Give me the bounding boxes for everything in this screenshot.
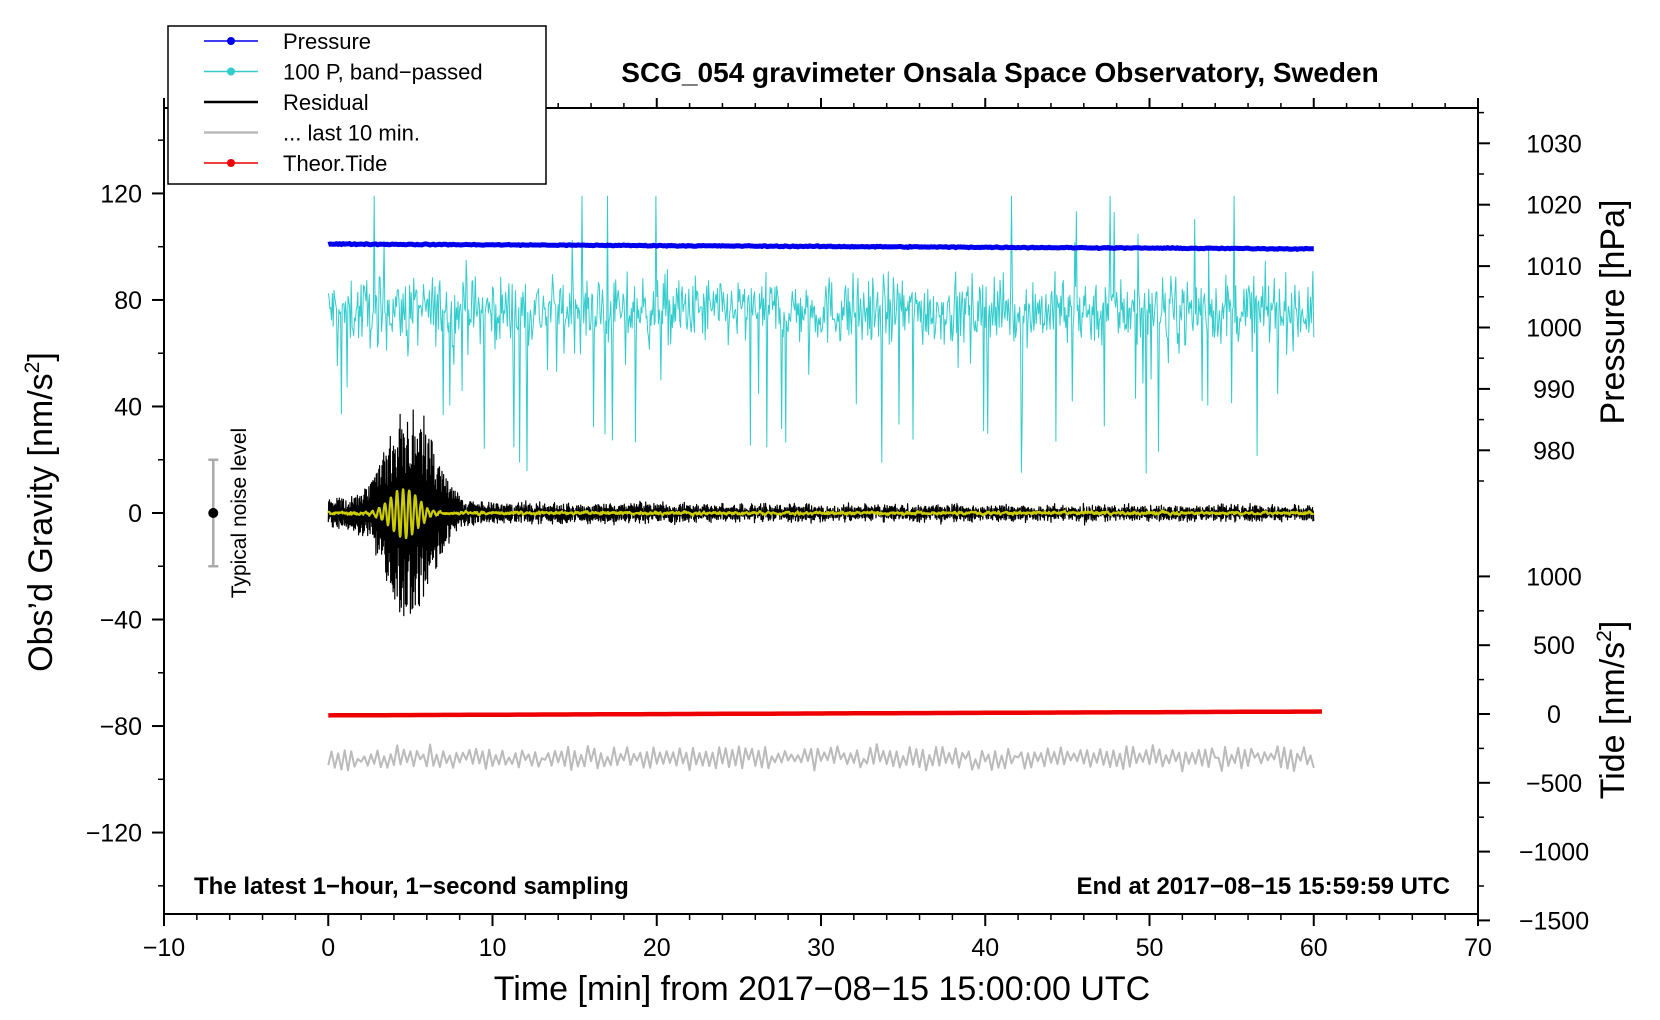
y-tick-label-pressure: 1010	[1526, 253, 1582, 281]
y-tick-label-left: 0	[128, 500, 142, 528]
y-tick-label-tide: 500	[1533, 632, 1575, 660]
y-tick-label-tide: 1000	[1526, 563, 1582, 591]
x-tick-label: 30	[807, 934, 835, 962]
y-tick-label-left: 120	[100, 180, 142, 208]
legend-marker	[227, 37, 235, 45]
series-layer	[327, 195, 1323, 773]
legend-marker	[227, 159, 235, 167]
legend-box	[167, 25, 547, 185]
y-tick-label-pressure: 980	[1533, 437, 1575, 465]
y-tick-label-left: 40	[114, 393, 142, 421]
y-tick-label-pressure: 1030	[1526, 130, 1582, 158]
legend-label: Residual	[283, 90, 369, 115]
y-tick-label-tide: −500	[1526, 770, 1582, 798]
x-tick-label: 0	[321, 934, 335, 962]
y-axis-title-left: Obs’d Gravity [nm/s2]	[21, 352, 60, 672]
x-tick-label: 20	[643, 934, 671, 962]
series-residual-smoothed	[327, 488, 1315, 540]
noise-level-label: Typical noise level	[228, 428, 251, 598]
y-tick-label-pressure: 1000	[1526, 315, 1582, 343]
x-tick-label: 10	[479, 934, 507, 962]
end-time-note: End at 2017−08−15 15:59:59 UTC	[1076, 873, 1450, 900]
y-tick-label-left: −120	[86, 820, 142, 848]
y-tick-label-tide: −1500	[1519, 907, 1589, 935]
x-tick-label: 40	[971, 934, 999, 962]
series-theoretical-tide	[328, 709, 1323, 718]
y-tick-label-pressure: 990	[1533, 376, 1575, 404]
sampling-note: The latest 1−hour, 1−second sampling	[194, 873, 629, 900]
y-axis-title-tide: Tide [nm/s2]	[1593, 621, 1632, 800]
series-pressure	[327, 241, 1315, 252]
y-tick-label-left: −80	[100, 713, 142, 741]
legend-label: ... last 10 min.	[283, 121, 420, 146]
legend-marker	[227, 67, 235, 76]
y-tick-label-tide: 0	[1547, 701, 1561, 729]
y-tick-label-pressure: 1020	[1526, 192, 1582, 220]
x-tick-label: 70	[1464, 934, 1492, 962]
x-tick-label: 50	[1136, 934, 1164, 962]
noise-level-marker: Typical noise level	[208, 428, 251, 598]
x-axis-title: Time [min] from 2017−08−15 15:00:00 UTC	[494, 970, 1150, 1008]
series-last-10-min	[327, 743, 1315, 773]
y-axis-title-pressure: Pressure [hPa]	[1594, 200, 1632, 425]
x-tick-label: −10	[143, 934, 185, 962]
y-tick-label-left: −40	[100, 607, 142, 635]
x-tick-label: 60	[1300, 934, 1328, 962]
chart-title: SCG_054 gravimeter Onsala Space Observat…	[621, 57, 1378, 88]
legend-label: 100 P, band−passed	[283, 60, 483, 85]
axis-ticks: −10 0 10 20 30 40 50 60 7012080400−40−80−1201030…	[86, 98, 1589, 962]
y-tick-label-tide: −1000	[1519, 839, 1589, 867]
legend-label: Pressure	[283, 29, 371, 54]
noise-level-dot	[208, 508, 219, 518]
legend-label: Theor.Tide	[283, 151, 387, 176]
series-pressure-bandpassed	[327, 195, 1315, 474]
legend: Pressure 100 P, band−passed Residual ... la…	[167, 25, 547, 185]
y-tick-label-left: 80	[114, 287, 142, 315]
